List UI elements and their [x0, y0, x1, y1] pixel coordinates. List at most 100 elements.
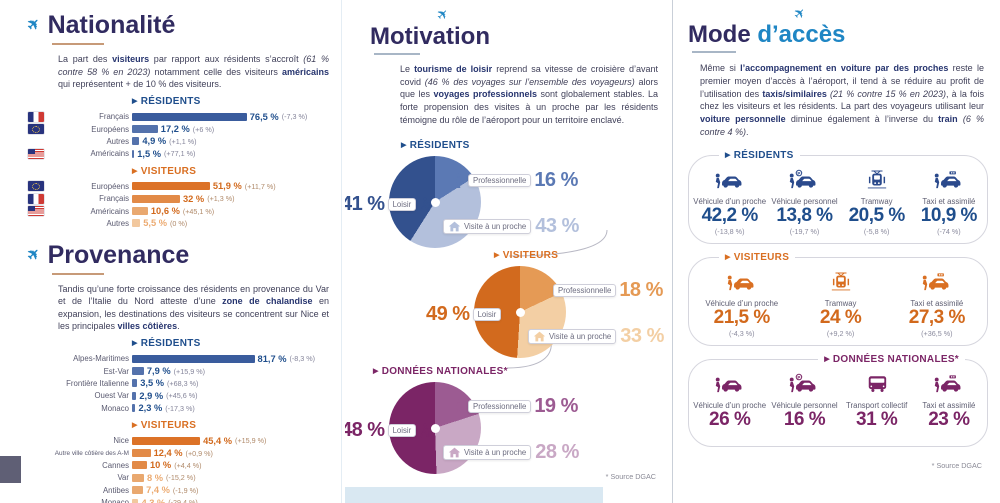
mode-section-label: ▶ DONNÉES NATIONALES* — [818, 353, 965, 365]
mode-section-box: ▶ RÉSIDENTS Véhicule d’un proche 42,2 % … — [688, 149, 988, 244]
bar-label: Autres — [106, 218, 129, 228]
bar-value: 2,3 % — [138, 403, 163, 414]
bar-row: Américains 10,6 % (+45,1 %) — [28, 205, 333, 217]
mode-item-value: 31 % — [856, 408, 898, 430]
arrow-icon: ▶ — [494, 252, 500, 259]
bar-value: 3,5 % — [140, 378, 165, 389]
group-label: ▶ VISITEURS — [132, 166, 333, 177]
bar-change: (-29,4 %) — [168, 498, 198, 503]
group-label-text: RÉSIDENTS — [140, 338, 201, 350]
bar-change: (+4,4 %) — [174, 460, 202, 470]
transport-icon — [932, 169, 966, 196]
mode-item-value: 10,9 % — [920, 204, 978, 226]
mode-item-value: 13,8 % — [776, 204, 833, 226]
pie-label-professionnelle: Professionnelle 18 % — [540, 279, 663, 302]
bar-row: Var 8 % (-15,2 %) — [28, 472, 333, 484]
mode-item-value: 24 % — [819, 306, 862, 328]
professionnelle-tag: Professionnelle — [553, 284, 617, 297]
flag-icon — [28, 193, 44, 204]
transport-icon — [932, 373, 966, 400]
bar-row: Européens 17,2 % (+6 %) — [28, 123, 333, 135]
group-label: ▶ RÉSIDENTS — [132, 96, 333, 107]
mode-items: Véhicule d’un proche 21,5 % (-4,3 %) Tra… — [691, 271, 985, 338]
mode-sections: ▶ RÉSIDENTS Véhicule d’un proche 42,2 % … — [688, 149, 990, 448]
bar-change: (-8,3 %) — [289, 354, 316, 364]
provenance-groups: ▶ RÉSIDENTS Alpes-Maritimes 81,7 % — [28, 338, 333, 503]
professionnelle-percent: 18 % — [619, 279, 663, 301]
bar-label: Nice — [113, 436, 129, 446]
pie-label-visite: Visite à un proche 33 % — [528, 325, 664, 348]
bar-chart-group: ▶ RÉSIDENTS Alpes-Maritimes 81,7 % — [28, 338, 333, 414]
visite-tag-text: Visite à un proche — [464, 222, 527, 231]
visite-tag: Visite à un proche — [443, 219, 532, 234]
transport-icon — [920, 271, 954, 298]
loisir-tag: Loisir — [387, 198, 417, 211]
bar-change: (-15,2 %) — [166, 473, 196, 483]
mode-item-change: (-5,8 %) — [863, 226, 890, 236]
bar-row: Alpes-Maritimes 81,7 % (-8,3 %) — [28, 352, 333, 364]
visite-percent: 28 % — [535, 441, 579, 463]
bar-row: Frontière Italienne 3,5 % (+68,3 %) — [28, 377, 333, 389]
bar — [132, 436, 201, 445]
mode-section-label-text: DONNÉES NATIONALES* — [832, 353, 959, 365]
bar-rows: Français 76,5 % (-7,3 %) Européens — [28, 110, 333, 160]
professionnelle-percent: 19 % — [534, 395, 578, 417]
bar-row: Américains 1,5 % (+77,1 %) — [28, 148, 333, 160]
bar-label: Monaco — [101, 403, 129, 413]
bar — [132, 367, 144, 376]
column-divider-right — [672, 0, 673, 503]
arrow-icon: ▶ — [824, 355, 830, 363]
visite-tag: Visite à un proche — [528, 329, 617, 344]
arrow-icon: ▶ — [132, 422, 138, 430]
bar-label: Américains — [90, 149, 129, 159]
visite-tag: Visite à un proche — [443, 445, 532, 460]
pie-group: ▶ VISITEURS 49 % Loisir — [426, 250, 672, 370]
visite-tag-text: Visite à un proche — [549, 332, 612, 341]
bar — [132, 149, 135, 158]
group-label: ▶ RÉSIDENTS — [132, 338, 333, 349]
pie-group-label: ▶ DONNÉES NATIONALES* — [373, 366, 508, 377]
source-note: * Source DGAC — [605, 472, 656, 481]
loisir-percent: 49 % — [426, 303, 470, 325]
bar-row: Monaco 2,3 % (-17,3 %) — [28, 402, 333, 414]
bar-row: Autre ville côtière des A-M 12,4 % (+0,9… — [28, 447, 333, 459]
bar — [132, 449, 151, 457]
bar — [132, 219, 141, 228]
flag-icon — [28, 148, 44, 159]
bar-value: 2,9 % — [139, 390, 164, 401]
bar-change: (+6 %) — [192, 124, 215, 134]
pie-label-loisir: 48 % Loisir — [345, 419, 431, 442]
mode-acces-intro: Même si l’accompagnement en voiture par … — [700, 63, 985, 138]
page-title: Provenance — [47, 240, 190, 269]
title-underline — [692, 51, 736, 54]
nationalite-intro: La part des visiteurs par rapport aux ré… — [58, 54, 329, 90]
mode-section-box: ▶ VISITEURS Véhicule d’un proche 21,5 % … — [688, 251, 988, 346]
bar — [132, 404, 136, 413]
transport-icon — [787, 373, 821, 400]
bar — [132, 391, 137, 400]
mode-section-label-text: RÉSIDENTS — [733, 149, 794, 161]
bar-value: 5,5 % — [143, 218, 168, 229]
bar-row: Est-Var 7,9 % (+15,9 %) — [28, 365, 333, 377]
arrow-icon: ▶ — [725, 151, 731, 159]
bar-change: (+77,1 %) — [164, 149, 196, 159]
mode-item-change: (+36,5 %) — [921, 328, 953, 338]
bar — [132, 125, 158, 134]
bar-change: (+1,1 %) — [169, 136, 197, 146]
bar — [132, 498, 139, 503]
business-person-icon — [455, 173, 465, 188]
mode-item-value: 26 % — [709, 408, 751, 430]
hiker-icon — [419, 197, 431, 212]
flag-icon — [28, 181, 44, 192]
bar-label: Ouest Var — [94, 391, 129, 401]
bar-value: 12,4 % — [153, 448, 183, 458]
bar-value: 7,9 % — [146, 366, 171, 377]
mode-item: Véhicule personnel 16 % — [771, 373, 839, 440]
title-underline — [52, 272, 104, 275]
professionnelle-tag: Professionnelle — [468, 400, 532, 413]
mode-item: Véhicule personnel 13,8 % (-19,7 %) — [771, 169, 839, 236]
pie-group-label-text: RÉSIDENTS — [409, 140, 470, 151]
bar-value: 76,5 % — [249, 111, 279, 122]
mode-item: Véhicule d’un proche 21,5 % (-4,3 %) — [705, 271, 778, 338]
bar-value: 4,3 % — [141, 497, 166, 503]
